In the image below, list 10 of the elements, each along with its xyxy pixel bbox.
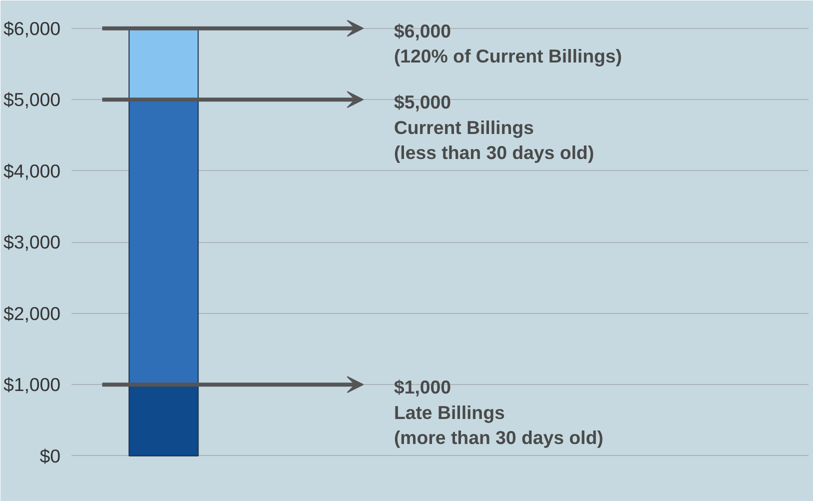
y-tick-label: $6,000 (3, 18, 60, 39)
y-tick-label: $4,000 (3, 160, 60, 182)
y-tick-label: $1,000 (3, 374, 60, 396)
annotation: $1,000 Late Billings (more than 30 days old) (394, 376, 604, 448)
y-tick-label: $2,000 (3, 302, 60, 324)
annotation: $5,000 Current Billings (less than 30 days old) (394, 92, 594, 163)
y-tick-label: $3,000 (3, 232, 60, 253)
y-tick-label: $0 (40, 445, 61, 466)
annotation: $6,000 (120% of Current Billings) (394, 20, 622, 67)
y-tick-label: $5,000 (3, 89, 60, 110)
